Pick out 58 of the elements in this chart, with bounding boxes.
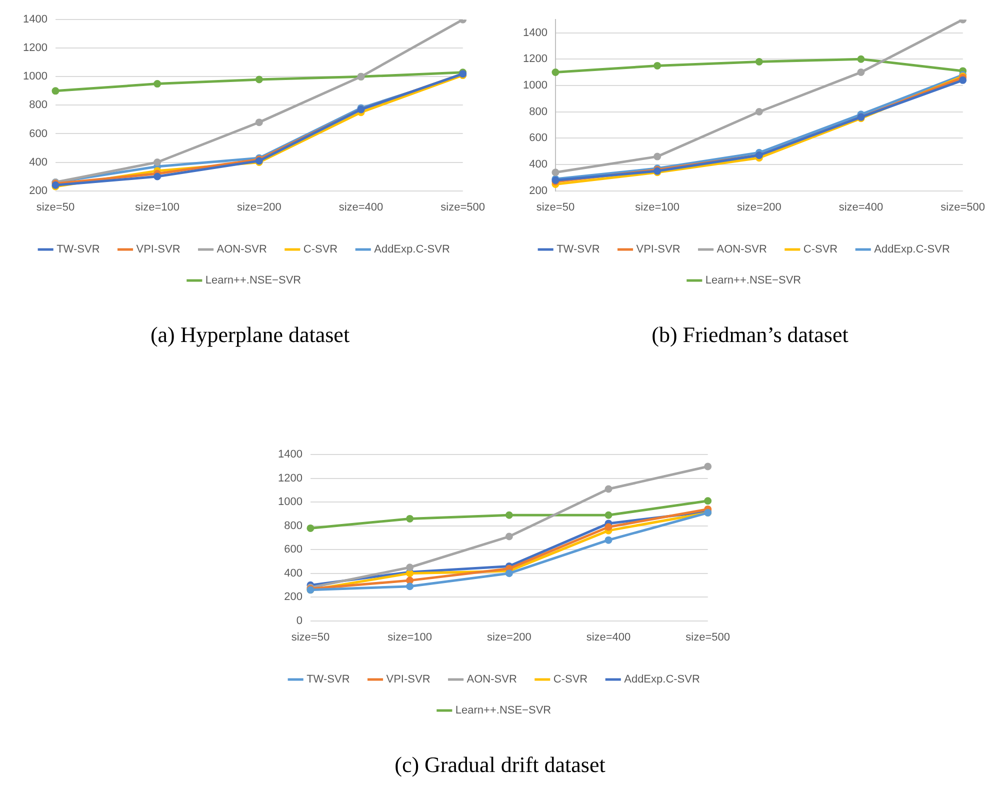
x-tick-label: size=100 [135, 201, 180, 214]
y-tick-label: 1200 [22, 42, 48, 54]
x-tick-label: size=100 [635, 201, 680, 214]
y-tick-label: 1400 [278, 448, 302, 461]
y-tick-label: 800 [529, 106, 548, 118]
legend-label: AddExp.C-SVR [374, 244, 450, 256]
x-tick-label: size=500 [686, 631, 730, 644]
legend-label: VPI-SVR [636, 244, 680, 256]
y-tick-label: 800 [29, 99, 48, 112]
x-tick-label: size=400 [586, 631, 631, 644]
y-tick-label: 1200 [522, 53, 548, 66]
legend-label: VPI-SVR [386, 674, 430, 686]
y-tick-label: 400 [29, 156, 48, 168]
legend-label: AddExp.C-SVR [624, 674, 700, 686]
legend-label: Learn++.NSE−SVR [455, 704, 552, 717]
text: (c) Gradual drift dataset [394, 752, 606, 778]
y-tick-label: 400 [529, 158, 548, 170]
text: (a) Hyperplane dataset [149, 322, 351, 348]
x-tick-label: size=400 [338, 201, 384, 214]
legend-label: Learn++.NSE−SVR [705, 274, 802, 287]
y-tick-label: 1400 [522, 26, 548, 39]
x-tick-label: size=50 [36, 201, 75, 214]
x-tick-label: size=500 [940, 201, 986, 214]
x-tick-label: size=100 [388, 631, 432, 644]
y-tick-label: 1400 [22, 14, 48, 26]
legend-label: C-SVR [803, 244, 838, 256]
x-tick-label: size=400 [838, 201, 884, 214]
y-tick-label: 600 [529, 132, 548, 144]
legend-label: TW-SVR [556, 244, 600, 256]
y-tick-label: 1000 [522, 79, 548, 92]
legend-label: AON-SVR [216, 244, 267, 256]
legend-label: VPI-SVR [136, 244, 180, 256]
legend-label: TW-SVR [56, 244, 100, 256]
y-tick-label: 0 [296, 614, 302, 627]
y-tick-label: 200 [284, 591, 302, 604]
x-tick-label: size=50 [536, 201, 575, 214]
y-tick-label: 800 [284, 520, 302, 532]
legend-label: AON-SVR [716, 244, 767, 256]
y-tick-label: 1000 [22, 70, 48, 83]
y-tick-label: 1000 [278, 496, 302, 508]
y-tick-label: 600 [29, 128, 48, 140]
legend-label: AddExp.C-SVR [874, 244, 950, 256]
x-tick-label: size=200 [736, 201, 782, 214]
x-tick-label: size=500 [440, 201, 486, 214]
legend-label: TW-SVR [306, 674, 350, 686]
legend-label: AON-SVR [466, 674, 517, 686]
y-tick-label: 200 [529, 184, 548, 197]
legend-label: C-SVR [553, 674, 588, 686]
y-tick-label: 1200 [278, 472, 302, 484]
y-tick-label: 600 [284, 544, 302, 556]
x-tick-label: size=50 [291, 631, 330, 644]
legend-label: C-SVR [303, 244, 338, 256]
y-tick-label: 400 [284, 567, 302, 580]
text: (b) Friedman’s dataset [650, 322, 850, 348]
legend-label: Learn++.NSE−SVR [205, 274, 302, 287]
x-tick-label: size=200 [236, 201, 282, 214]
y-tick-label: 200 [29, 184, 48, 197]
x-tick-label: size=200 [486, 631, 532, 644]
